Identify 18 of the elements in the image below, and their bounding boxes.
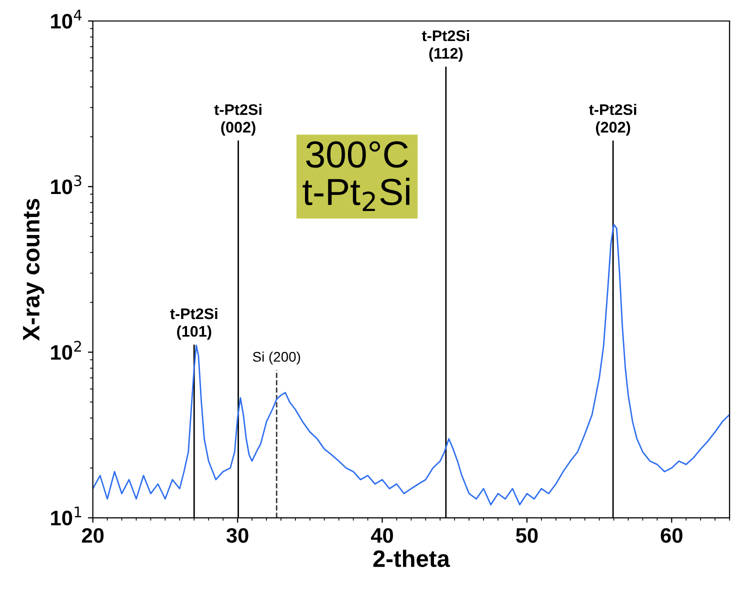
annotation: t-Pt2Si (202) [589,104,636,136]
x-tick-label: 30 [226,528,248,543]
x-axis-title: 2-theta [373,550,450,568]
x-tick-label: 60 [660,528,682,543]
annotation: Si (200) [252,352,300,365]
y-axis-title: X-ray counts [23,198,44,341]
line-series [92,224,730,506]
annotation: 300°C t-Pt$_{2}$Si [302,141,410,212]
annotation: t-Pt2Si (002) [214,104,262,136]
y-tick-label: 10$^{1}$ [51,506,82,526]
y-tick-label: 10$^{2}$ [51,340,81,360]
x-tick-label: 50 [516,528,538,543]
x-tick-label: 20 [82,528,104,543]
y-tick-label: 10$^{4}$ [51,10,82,29]
annotation: t-Pt2Si (101) [170,308,218,340]
y-tick-label: 10$^{3}$ [51,175,82,194]
x-tick-label: 40 [370,528,393,543]
annotation: t-Pt2Si (112) [422,30,470,62]
